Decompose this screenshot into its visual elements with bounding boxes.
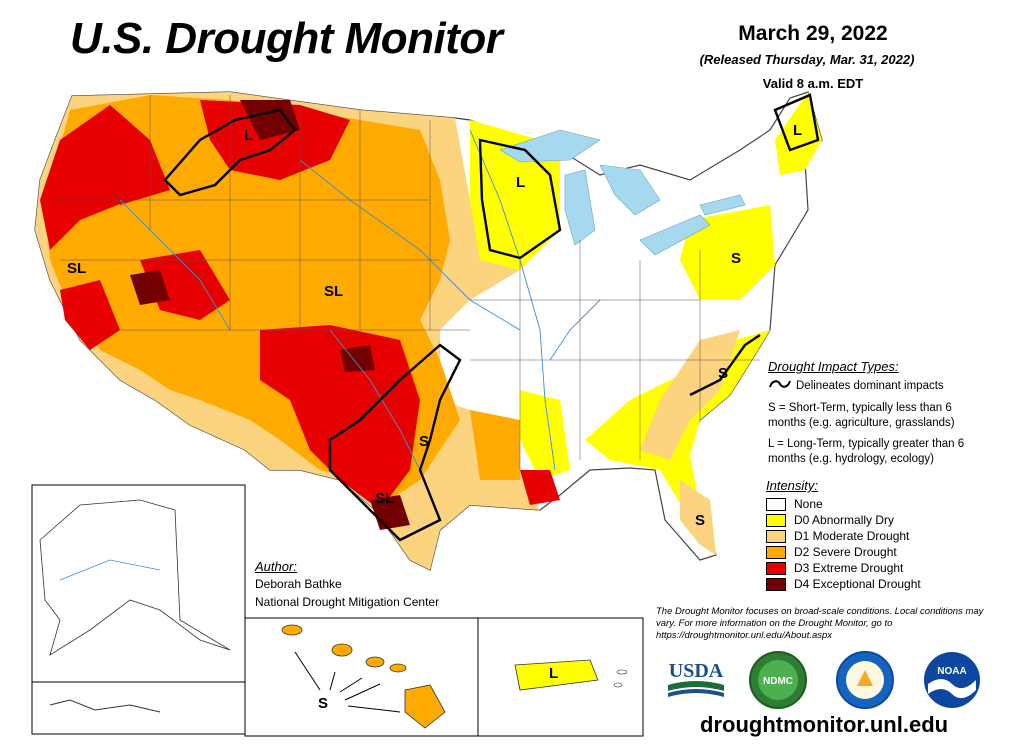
intensity-row-d1: D1 Moderate Drought [766, 528, 921, 544]
impact-boundaries [163, 93, 820, 542]
label-s-hawaii: S [318, 695, 329, 712]
intensity-row-none: None [766, 496, 921, 512]
swatch-d0 [766, 513, 786, 527]
puerto-rico-shape [514, 659, 599, 691]
intensity-row-d4: D4 Exceptional Drought [766, 576, 921, 592]
swatch-d1 [766, 529, 786, 543]
noaa-logo: NOAA [924, 652, 980, 708]
author-org: National Drought Mitigation Center [255, 595, 440, 609]
label-sl-california: SL [67, 260, 87, 277]
swatch-d3 [766, 561, 786, 575]
label-sl-texas: SL [375, 490, 395, 507]
svg-text:NDMC: NDMC [763, 676, 793, 687]
author-name: Deborah Bathke [255, 577, 342, 591]
disclaimer-note: The Drought Monitor focuses on broad-sca… [656, 606, 984, 641]
great-lakes [499, 129, 746, 256]
alaska-shape [39, 499, 231, 656]
impact-line-sample [769, 380, 791, 388]
release-date: (Released Thursday, Mar. 31, 2022) [699, 52, 915, 67]
map-date: March 29, 2022 [738, 22, 888, 45]
label-s-carolinas: S [718, 365, 729, 382]
swatch-d4 [766, 577, 786, 591]
usda-logo: USDA [668, 660, 724, 697]
svg-text:USDA: USDA [669, 660, 724, 682]
hawaii-islands [281, 624, 446, 729]
impact-short-term-text: S = Short-Term, typically less than 6 mo… [768, 402, 955, 429]
swatch-d2 [766, 545, 786, 559]
label-l-puerto-rico: L [549, 665, 559, 682]
author-heading: Author: [255, 559, 297, 574]
commerce-seal-logo [836, 651, 894, 709]
website-url: droughtmonitor.unl.edu [700, 712, 949, 737]
d3-areas [40, 100, 560, 510]
state-lines [55, 95, 760, 470]
label-sl-colorado: SL [324, 283, 344, 300]
label-s-midatlantic: S [731, 250, 742, 267]
label-l-montana: L [244, 127, 254, 144]
swatch-none [766, 497, 786, 511]
intensity-row-d2: D2 Severe Drought [766, 544, 921, 560]
intensity-row-d0: D0 Abnormally Dry [766, 512, 921, 528]
intensity-legend: None D0 Abnormally Dry D1 Moderate Droug… [766, 496, 921, 592]
valid-time: Valid 8 a.m. EDT [762, 76, 864, 91]
map-title: U.S. Drought Monitor [70, 14, 503, 63]
label-s-texas: S [419, 433, 430, 450]
svg-text:NOAA: NOAA [937, 666, 966, 677]
ndmc-logo: NDMC [749, 651, 807, 709]
aleutian-inset [31, 681, 246, 735]
impact-delineates-text: Delineates dominant impacts [796, 380, 944, 392]
label-l-minnesota: L [516, 174, 526, 191]
impact-long-term-text: L = Long-Term, typically greater than 6 … [768, 438, 965, 465]
impact-types-heading: Drought Impact Types: [768, 359, 899, 374]
label-s-florida: S [695, 512, 706, 529]
intensity-row-d3: D3 Extreme Drought [766, 560, 921, 576]
intensity-heading: Intensity: [766, 478, 819, 493]
label-l-maine: L [793, 122, 803, 139]
hawaii-inset [244, 617, 479, 737]
